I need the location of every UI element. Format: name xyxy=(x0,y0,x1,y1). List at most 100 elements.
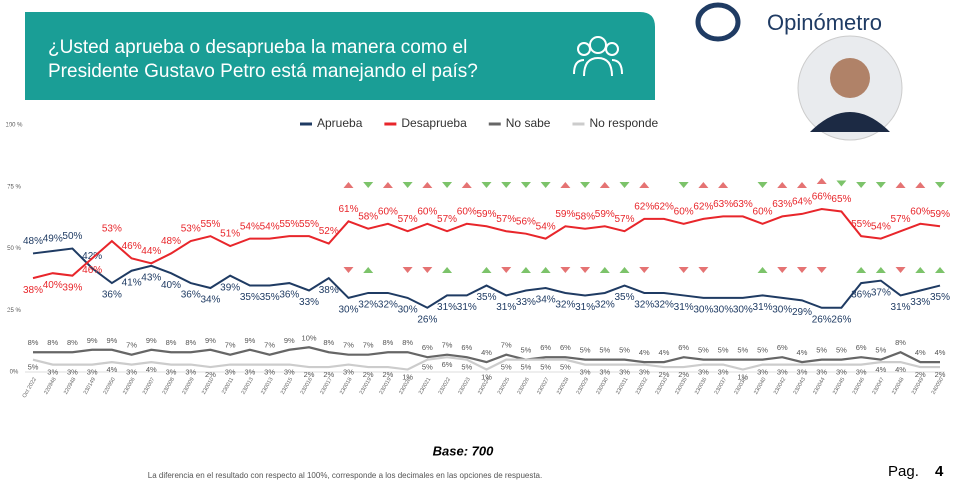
y-tick-label: 75 % xyxy=(7,184,21,190)
change-arrow xyxy=(698,182,709,188)
photo-face xyxy=(830,58,870,98)
data-label: 66% xyxy=(812,192,832,203)
data-label: 57% xyxy=(891,214,911,225)
data-label: 58% xyxy=(575,211,595,222)
x-tick-label: 230009 xyxy=(181,377,195,396)
data-label: 30% xyxy=(693,305,713,316)
data-label: 59% xyxy=(930,209,950,220)
data-label: 4% xyxy=(106,365,117,374)
data-label: 3% xyxy=(284,368,295,377)
data-label: 57% xyxy=(615,214,635,225)
data-label: 5% xyxy=(698,346,709,355)
change-arrow xyxy=(619,267,630,273)
change-arrow xyxy=(777,182,788,188)
change-arrow xyxy=(422,182,433,188)
y-tick-label: 25 % xyxy=(7,308,21,314)
y-tick-label: 100 % xyxy=(5,123,23,129)
data-label: 5% xyxy=(875,346,886,355)
change-arrow xyxy=(442,182,453,188)
data-label: 32% xyxy=(595,300,615,311)
x-tick-label: 230026 xyxy=(517,377,531,396)
x-tick-label: 230049 xyxy=(911,377,925,396)
data-label: 60% xyxy=(910,206,930,217)
change-arrow xyxy=(796,267,807,273)
data-label: 57% xyxy=(496,214,516,225)
data-label: 7% xyxy=(343,341,354,350)
data-label: 36% xyxy=(279,290,299,301)
data-label: 9% xyxy=(146,336,157,345)
data-label: 62% xyxy=(654,202,674,213)
legend-label: No sabe xyxy=(506,116,551,130)
data-label: 63% xyxy=(772,199,792,210)
data-label: 30% xyxy=(338,305,358,316)
data-label: 4% xyxy=(659,348,670,357)
data-label: 34% xyxy=(200,295,220,306)
data-label: 30% xyxy=(733,305,753,316)
data-label: 31% xyxy=(496,302,516,313)
data-label: 5% xyxy=(816,346,827,355)
data-label: 55% xyxy=(279,219,299,230)
data-label: 5% xyxy=(737,346,748,355)
data-label: 8% xyxy=(323,338,334,347)
data-label: 2% xyxy=(205,370,216,379)
data-label: 36% xyxy=(181,290,201,301)
change-arrow xyxy=(619,182,630,188)
data-label: 26% xyxy=(831,314,851,325)
data-label: 35% xyxy=(240,292,260,303)
data-label: 3% xyxy=(47,368,58,377)
data-label: 30% xyxy=(713,305,733,316)
data-label: 62% xyxy=(693,202,713,213)
data-label: 29% xyxy=(792,307,812,318)
data-label: 38% xyxy=(23,285,43,296)
data-label: 31% xyxy=(674,302,694,313)
x-tick-label: 230022 xyxy=(438,377,452,396)
logo-mark xyxy=(695,2,741,42)
data-label: 59% xyxy=(595,209,615,220)
x-tick-label: 230017 xyxy=(319,377,333,396)
data-label: 48% xyxy=(23,236,43,247)
data-label: 59% xyxy=(555,209,575,220)
change-arrow xyxy=(935,267,945,273)
x-tick-label: 220950 xyxy=(102,377,116,396)
data-label: 60% xyxy=(457,206,477,217)
x-tick-label: 230042 xyxy=(773,377,787,396)
data-label: 3% xyxy=(718,368,729,377)
x-tick-label: 230011 xyxy=(221,377,235,396)
data-label: 40% xyxy=(161,280,181,291)
change-arrow xyxy=(580,182,591,188)
x-tick-label: 230025 xyxy=(497,377,511,396)
change-arrow xyxy=(639,267,650,273)
series-line xyxy=(32,356,940,371)
data-label: 33% xyxy=(910,297,930,308)
y-tick-label: 0% xyxy=(10,370,19,376)
data-label: 60% xyxy=(378,206,398,217)
page-label: Pag. xyxy=(888,463,919,480)
data-label: 9% xyxy=(106,336,117,345)
data-label: 54% xyxy=(240,221,260,232)
data-label: 6% xyxy=(442,360,453,369)
data-label: 53% xyxy=(181,224,201,235)
x-tick-label: 230006 xyxy=(122,377,136,396)
data-label: 39% xyxy=(220,282,240,293)
data-label: 1% xyxy=(402,373,413,382)
data-label: 6% xyxy=(856,343,867,352)
legend-label: Desaprueba xyxy=(401,116,467,130)
data-label: 32% xyxy=(378,300,398,311)
data-label: 7% xyxy=(442,341,453,350)
change-arrow xyxy=(915,267,926,273)
data-label: 54% xyxy=(260,221,280,232)
data-label: 5% xyxy=(718,346,729,355)
data-label: 57% xyxy=(398,214,418,225)
x-tick-label: 230019 xyxy=(379,377,393,396)
data-label: 8% xyxy=(28,338,39,347)
change-arrow xyxy=(560,182,571,188)
x-tick-label: 230036 xyxy=(694,377,708,396)
change-arrow xyxy=(895,267,906,273)
data-label: 1% xyxy=(481,373,492,382)
legend-label: Aprueba xyxy=(317,116,363,130)
x-tick-label: 230031 xyxy=(615,377,629,396)
data-label: 35% xyxy=(476,292,496,303)
x-tick-label: 220948 xyxy=(43,377,57,396)
data-label: 62% xyxy=(634,202,654,213)
